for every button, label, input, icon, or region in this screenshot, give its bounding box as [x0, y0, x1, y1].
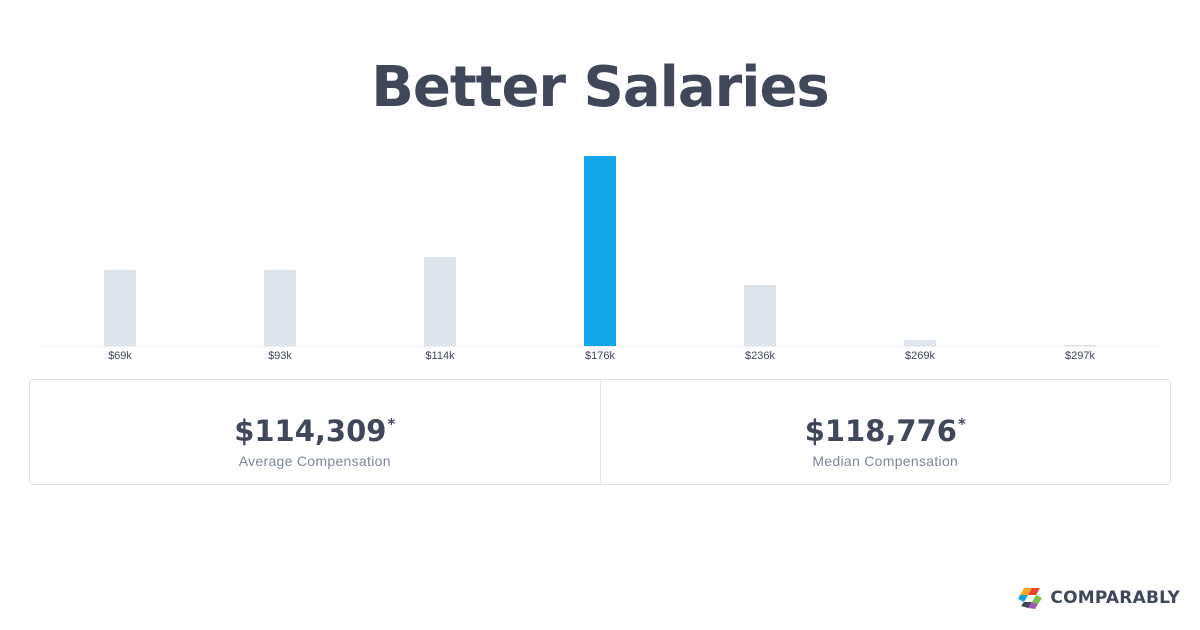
- average-compensation-stat: $114,309* Average Compensation: [30, 380, 600, 484]
- compensation-stats: $114,309* Average Compensation $118,776*…: [29, 379, 1171, 485]
- comparably-logo-icon: [1018, 588, 1043, 609]
- x-tick-label: $176k: [585, 350, 615, 362]
- x-tick-label: $69k: [108, 350, 132, 362]
- chart-bar[interactable]: [424, 257, 456, 346]
- x-tick-label: $269k: [905, 350, 935, 362]
- chart-bar[interactable]: [904, 340, 936, 346]
- page-title: Better Salaries: [371, 55, 830, 120]
- chart-bar[interactable]: [1064, 345, 1096, 346]
- median-compensation-label: Median Compensation: [812, 453, 959, 469]
- median-compensation-stat: $118,776* Median Compensation: [599, 380, 1171, 484]
- chart-bar[interactable]: [744, 285, 776, 346]
- median-compensation-footnote: *: [957, 415, 966, 433]
- chart-bar[interactable]: [264, 270, 296, 346]
- x-tick-label: $93k: [268, 350, 292, 362]
- x-tick-label: $236k: [745, 350, 775, 362]
- x-tick-label: $114k: [425, 350, 455, 362]
- chart-bar[interactable]: [104, 270, 136, 346]
- chart-bar[interactable]: [584, 156, 616, 346]
- x-tick-label: $297k: [1065, 350, 1095, 362]
- brand-name: COMPARABLY: [1050, 588, 1180, 608]
- average-compensation-value: $114,309: [234, 414, 387, 448]
- salary-distribution-chart: $69k $93k $114k $176k $236k $269k $297k: [40, 156, 1160, 362]
- average-compensation-label: Average Compensation: [238, 453, 391, 469]
- average-compensation-footnote: *: [387, 415, 396, 433]
- median-compensation-value: $118,776: [804, 414, 957, 448]
- comparably-logo[interactable]: COMPARABLY: [1018, 586, 1180, 610]
